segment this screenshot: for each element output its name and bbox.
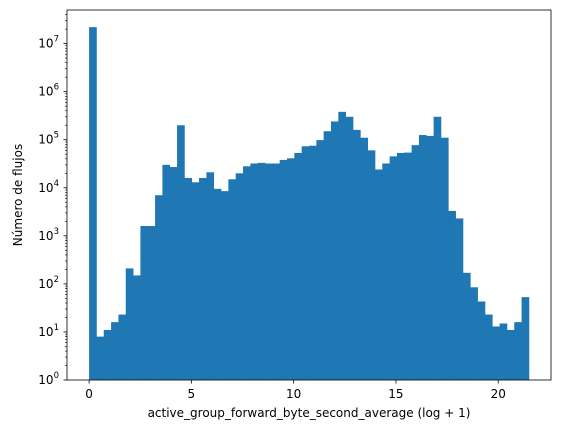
y-tick-label: 101 <box>38 323 59 339</box>
y-tick-label: 105 <box>38 131 59 147</box>
histogram-bar <box>96 336 105 380</box>
x-tick-label: 5 <box>188 387 196 401</box>
histogram-bar <box>257 162 266 380</box>
x-tick-label: 20 <box>491 387 506 401</box>
histogram-bar <box>279 159 288 380</box>
histogram-bar <box>287 158 295 380</box>
histogram-bar <box>162 164 171 380</box>
histogram-bar <box>492 326 500 380</box>
histogram-bar <box>169 167 178 380</box>
x-tick-label: 0 <box>85 387 93 401</box>
histogram-bar <box>323 131 332 380</box>
histogram-bar <box>177 125 185 381</box>
histogram-bar <box>155 195 163 380</box>
y-tick-label: 106 <box>38 83 59 99</box>
y-tick-label: 104 <box>38 179 59 195</box>
histogram-bar <box>140 226 149 380</box>
histogram-bar <box>367 150 376 380</box>
histogram-bar <box>360 137 368 380</box>
histogram-bar <box>184 177 193 380</box>
x-tick-label: 10 <box>286 387 301 401</box>
x-axis-label: active_group_forward_byte_second_average… <box>148 406 471 420</box>
y-tick-label: 100 <box>38 371 59 387</box>
x-axis-ticks: 0 5 10 15 20 <box>85 380 506 401</box>
histogram-bar <box>462 272 471 380</box>
histogram-bar <box>411 145 420 380</box>
histogram-bar <box>125 268 134 380</box>
histogram-bar <box>499 323 508 380</box>
histogram-bar <box>514 322 522 380</box>
histogram-bar <box>396 152 405 380</box>
histogram-bar <box>147 226 156 380</box>
y-tick-label: 103 <box>38 227 59 243</box>
histogram-bar <box>199 177 207 380</box>
histogram-bar <box>309 145 317 380</box>
histogram-bar <box>345 116 354 380</box>
plot-frame <box>66 9 552 381</box>
histogram-bar <box>352 129 361 380</box>
histogram-bar <box>301 146 310 380</box>
histogram-bar <box>426 135 434 380</box>
histogram-bar <box>111 322 119 380</box>
histogram-bar <box>316 140 325 380</box>
histogram-bar <box>477 301 486 380</box>
histogram-bar <box>404 152 412 380</box>
y-tick-label: 102 <box>38 275 59 291</box>
histogram-bar <box>206 172 215 380</box>
histogram-bar <box>133 275 141 380</box>
histogram-bar <box>221 191 229 380</box>
histogram-bar <box>265 163 273 380</box>
histogram-bar <box>235 173 244 380</box>
histogram-bar <box>118 314 127 380</box>
histogram-bar <box>89 27 97 380</box>
y-tick-label: 107 <box>38 35 59 51</box>
histogram-bar <box>506 329 515 380</box>
histogram-bar <box>191 182 200 380</box>
histogram-bars <box>89 27 530 381</box>
histogram-bar <box>330 121 339 380</box>
histogram-bar <box>338 111 346 380</box>
histogram-bar <box>521 297 530 380</box>
histogram-bar <box>243 166 251 380</box>
histogram-bar <box>455 218 464 380</box>
histogram-bar <box>103 329 112 380</box>
histogram-bar <box>294 152 303 380</box>
histogram-bar <box>484 314 493 380</box>
histogram-bar <box>418 135 427 380</box>
histogram-bar <box>389 156 398 380</box>
histogram-bar <box>470 287 478 380</box>
y-axis-ticks: 100 101 102 103 104 105 106 107 <box>38 14 67 387</box>
histogram-bar <box>374 169 383 380</box>
histogram-bar <box>228 179 237 380</box>
histogram-bar <box>433 116 442 380</box>
histogram-bar <box>213 188 222 380</box>
histogram-bar <box>448 210 456 380</box>
x-tick-label: 15 <box>388 387 403 401</box>
histogram-bar <box>440 137 449 380</box>
histogram-bar <box>382 163 390 380</box>
histogram-bar <box>272 163 281 380</box>
y-axis-label: Número de flujos <box>11 144 25 246</box>
histogram-bar <box>250 163 259 380</box>
